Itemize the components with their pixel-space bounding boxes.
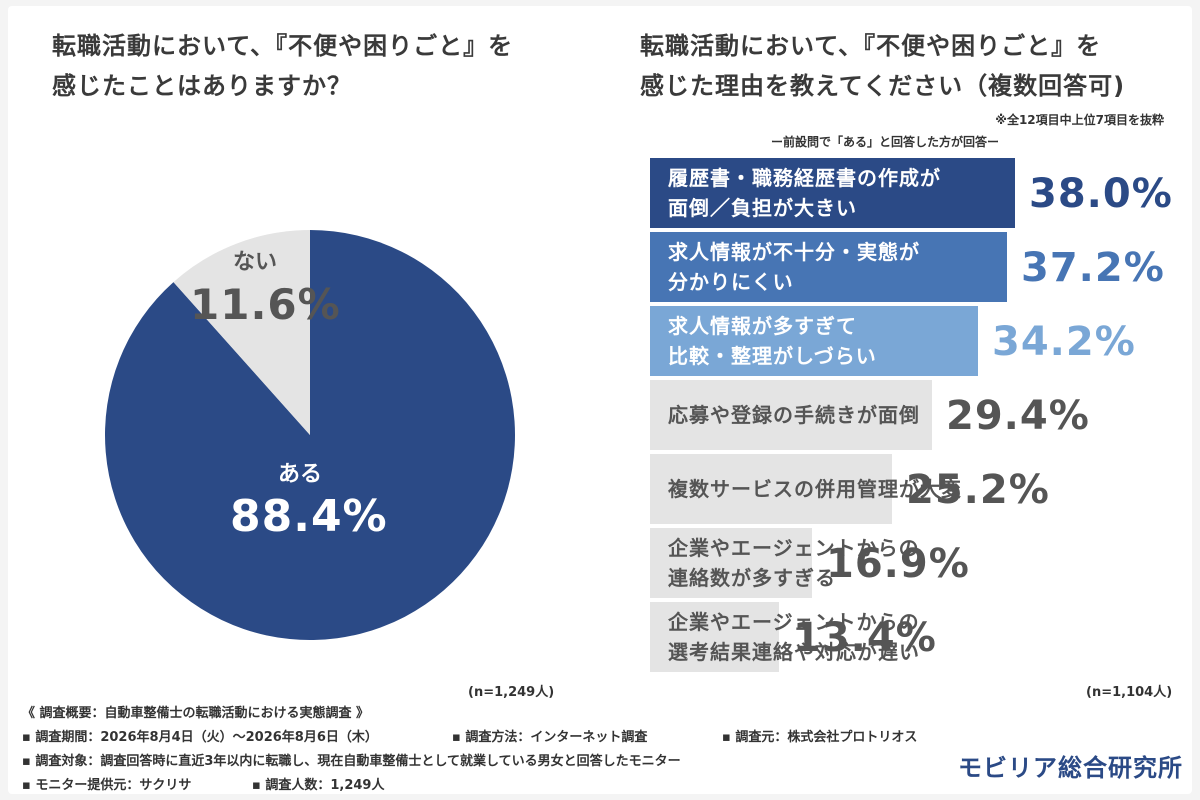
bar-row: 応募や登録の手続きが面倒 29.4% — [650, 380, 1190, 450]
bar-category-label-line: 比較・整理がしづらい — [668, 344, 877, 368]
pie-title-line1: 転職活動において、『不便や困りごと』を — [52, 32, 514, 60]
bar-chart-title: 転職活動において、『不便や困りごと』を 感じた理由を教えてください（複数回答可) — [640, 26, 1180, 106]
pie-label-yes-text: ある — [277, 462, 322, 487]
bar-category-label: 企業やエージェントからの 選考結果連絡や対応が遅い — [668, 602, 920, 672]
footer-overview: 《 調査概要：自動車整備士の転職活動における実態調査 》 — [22, 706, 370, 721]
pie-title-line2: 感じたことはありますか？ — [52, 72, 352, 100]
bar-value-label: 37.2% — [1021, 245, 1165, 291]
bar-category-label: 複数サービスの併用管理が大変 — [668, 454, 962, 524]
pie-sample-size: (n=1,249人) — [468, 685, 555, 700]
bar-category-label-line: 分かりにくい — [668, 270, 794, 294]
bar-category-label-line: 面倒／負担が大きい — [668, 196, 857, 220]
bar-title-line1: 転職活動において、『不便や困りごと』を — [640, 32, 1102, 60]
bar-row: 企業やエージェントからの 選考結果連絡や対応が遅い 13.4% — [650, 602, 1190, 672]
bar-value-label: 16.9% — [826, 541, 970, 587]
bar-category-label-line: 履歴書・職務経歴書の作成が — [668, 166, 941, 190]
bar-value-label: 29.4% — [946, 393, 1090, 439]
pie-label-no-value: 11.6% — [190, 280, 341, 329]
bar-value-label: 34.2% — [992, 319, 1136, 365]
bar-row: 履歴書・職務経歴書の作成が 面倒／負担が大きい 38.0% — [650, 158, 1190, 228]
bar-category-label: 応募や登録の手続きが面倒 — [668, 380, 920, 450]
pie-slice-no — [173, 230, 310, 435]
bar-category-label: 企業やエージェントからの 連絡数が多すぎる — [668, 528, 920, 598]
bar-value-label: 25.2% — [906, 467, 1050, 513]
bar-mark — [650, 380, 932, 450]
bar-chart-subnote: ー前設問で「ある」と回答した方が回答ー — [770, 135, 999, 149]
bar-category-label-line: 企業やエージェントからの — [668, 610, 920, 634]
bar-value-label: 38.0% — [1029, 171, 1173, 217]
bar-value-label: 13.4% — [793, 615, 937, 661]
bar-mark — [650, 232, 1007, 302]
pie-label-yes: ある 88.4% — [230, 460, 388, 544]
bar-category-label-line: 選考結果連絡や対応が遅い — [668, 640, 920, 664]
footer-provider: ▪ モニター提供元：サクリサ — [22, 778, 192, 793]
footer-count: ▪ 調査人数：1,249人 — [252, 778, 385, 793]
footer-method: ▪ 調査方法：インターネット調査 — [452, 730, 648, 745]
bar-category-label: 求人情報が多すぎて 比較・整理がしづらい — [668, 306, 877, 376]
bar-row: 企業やエージェントからの 連絡数が多すぎる 16.9% — [650, 528, 1190, 598]
bar-category-label: 求人情報が不十分・実態が 分かりにくい — [668, 232, 920, 302]
bar-category-label-line: 応募や登録の手続きが面倒 — [668, 403, 920, 427]
pie-label-yes-value: 88.4% — [230, 491, 388, 542]
bar-mark — [650, 602, 779, 672]
bar-title-line2: 感じた理由を教えてください（複数回答可) — [640, 72, 1126, 100]
footer-source: ▪ 調査元：株式会社プロトリオス — [722, 730, 918, 745]
bar-chart-note: ※全12項目中上位7項目を抜粋 — [995, 113, 1164, 127]
bar-category-label-line: 企業やエージェントからの — [668, 536, 920, 560]
pie-chart-title: 転職活動において、『不便や困りごと』を 感じたことはありますか？ — [52, 26, 592, 106]
bar-chart: 履歴書・職務経歴書の作成が 面倒／負担が大きい 38.0% 求人情報が不十分・実態が分… — [650, 158, 1190, 678]
bar-category-label-line: 求人情報が多すぎて — [668, 314, 857, 338]
bar-mark — [650, 158, 1015, 228]
pie-chart — [104, 230, 515, 640]
bar-category-label-line: 求人情報が不十分・実態が — [668, 240, 920, 264]
bar-mark — [650, 306, 978, 376]
pie-label-no-text: ない — [232, 250, 277, 275]
bar-category-label: 履歴書・職務経歴書の作成が 面倒／負担が大きい — [668, 158, 941, 228]
bar-mark — [650, 454, 892, 524]
bar-row: 複数サービスの併用管理が大変 25.2% — [650, 454, 1190, 524]
bar-row: 求人情報が不十分・実態が 分かりにくい 37.2% — [650, 232, 1190, 302]
bar-category-label-line: 連絡数が多すぎる — [668, 566, 836, 590]
brand-logo: モビリア総合研究所 — [958, 754, 1183, 782]
footer-target: ▪ 調査対象：調査回答時に直近3年以内に転職し、現在自動車整備士として就業してい… — [22, 754, 681, 769]
bar-row: 求人情報が多すぎて 比較・整理がしづらい 34.2% — [650, 306, 1190, 376]
bar-category-label-line: 複数サービスの併用管理が大変 — [668, 477, 962, 501]
bar-mark — [650, 528, 812, 598]
footer-period: ▪ 調査期間：2026年8月4日（火）～2026年8月6日（木） — [22, 730, 378, 745]
pie-label-no: ない 11.6% — [190, 248, 341, 332]
bar-sample-size: (n=1,104人) — [1086, 685, 1173, 700]
